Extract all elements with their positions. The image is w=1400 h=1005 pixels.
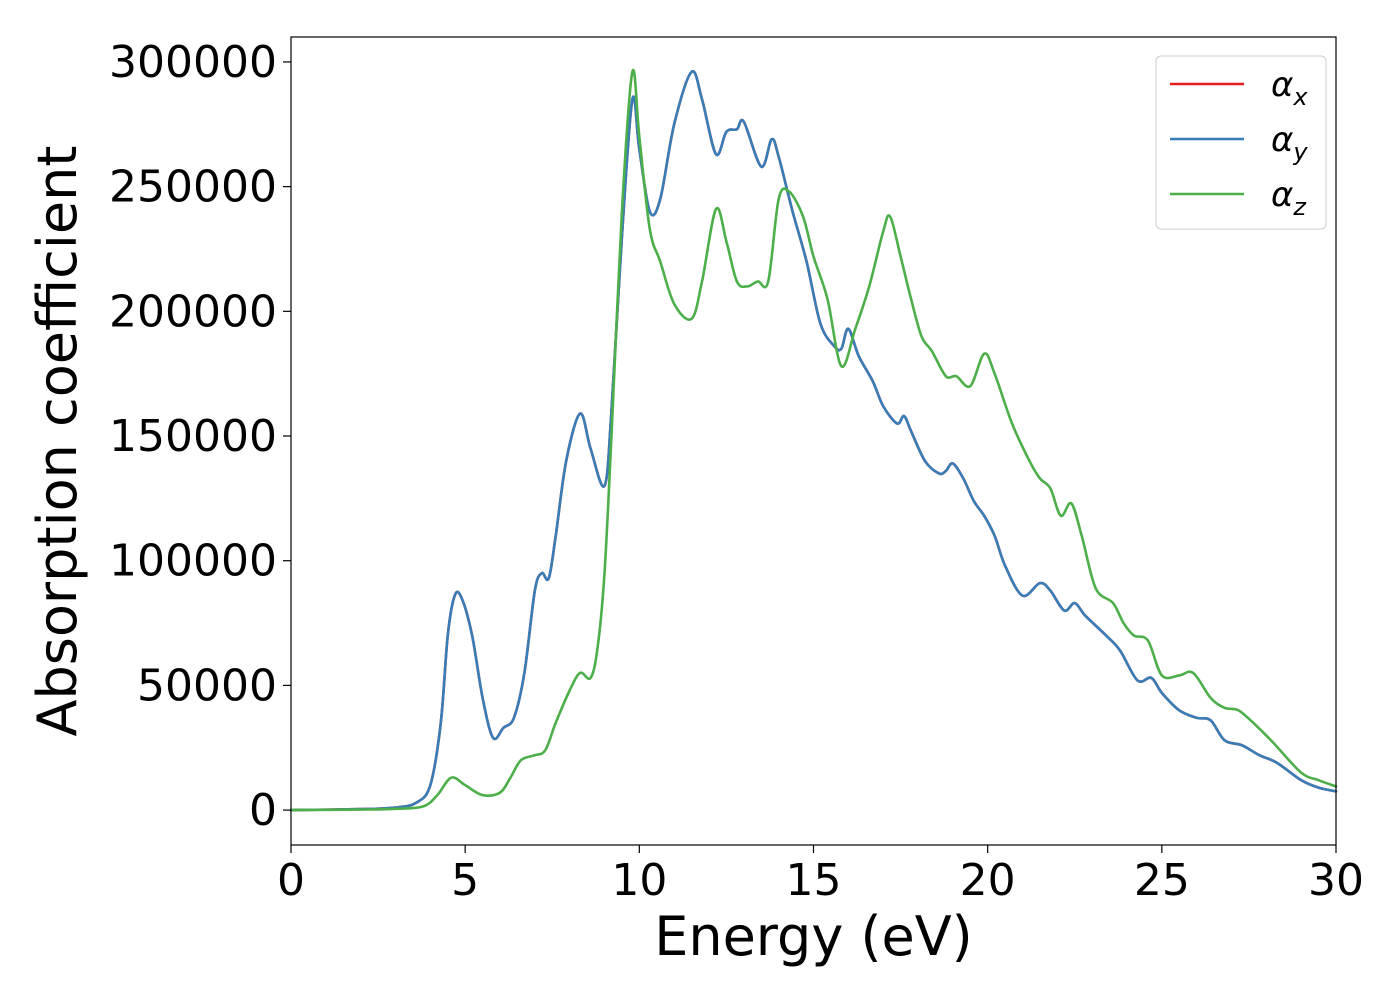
x-tick-label: 15 [786, 855, 842, 906]
x-tick-label: 0 [277, 855, 305, 906]
x-axis-label: Energy (eV) [654, 905, 973, 968]
y-tick-label: 300000 [109, 37, 277, 88]
y-tick-label: 100000 [109, 536, 277, 587]
legend: αx αy αz [1155, 55, 1327, 230]
legend-label-alpha-y: αy [1271, 120, 1308, 166]
series-layer [289, 68, 1338, 812]
y-tick-label: 50000 [137, 660, 277, 711]
y-tick-label: 200000 [109, 286, 277, 337]
y-axis-label: Absorption coefficient [26, 146, 89, 737]
series-line-alpha-z [289, 68, 1338, 812]
legend-label-alpha-x: αx [1271, 65, 1308, 111]
x-tick-label: 5 [451, 855, 479, 906]
y-tick-label: 150000 [109, 411, 277, 462]
x-tick-label: 20 [960, 855, 1016, 906]
x-tick-label: 30 [1308, 855, 1364, 906]
y-axis-ticks: 0 50000 100000 150000 200000 250000 300000 [109, 37, 291, 836]
x-axis-ticks: 0 5 10 15 20 25 30 [277, 845, 1364, 906]
x-tick-label: 25 [1134, 855, 1190, 906]
y-tick-label: 0 [249, 785, 277, 836]
legend-box [1155, 55, 1327, 230]
legend-label-alpha-z: αz [1271, 175, 1307, 221]
y-tick-label: 250000 [109, 162, 277, 213]
x-tick-label: 10 [611, 855, 667, 906]
series-line-alpha-y [289, 70, 1338, 812]
